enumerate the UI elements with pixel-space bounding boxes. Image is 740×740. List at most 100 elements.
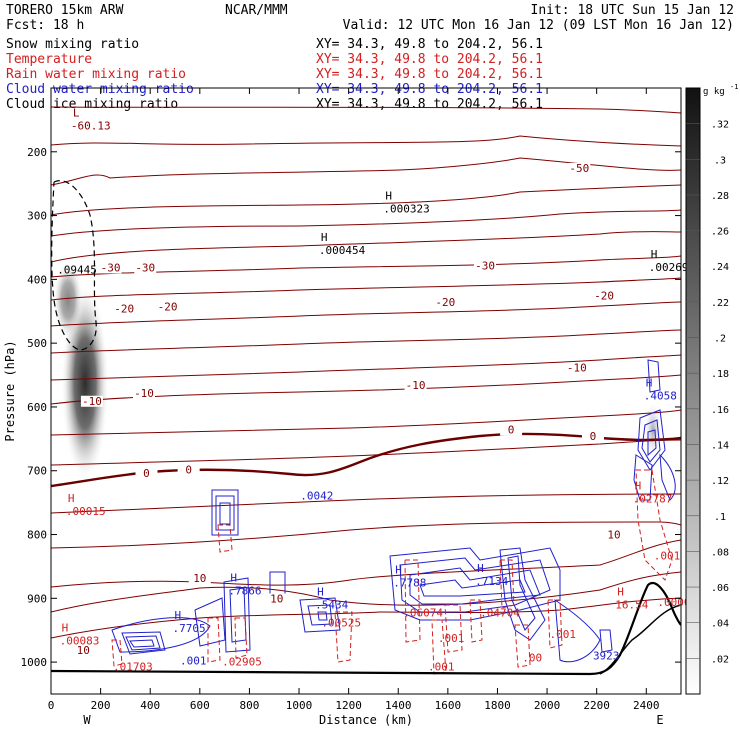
colorbar-tick-label: .2: [714, 334, 726, 345]
temperature-label: -20: [158, 300, 178, 313]
x-tick-label: 1600: [435, 699, 462, 712]
colorbar-tick-label: .3: [714, 155, 726, 166]
legend-field-name: Cloud ice mixing ratio: [6, 97, 178, 112]
y-tick-label: 400: [27, 273, 47, 286]
temperature-label: -30: [101, 261, 121, 274]
x-tick-label: 2400: [633, 699, 660, 712]
y-axis-label: Pressure (hPa): [3, 340, 17, 441]
y-tick-label: 500: [27, 337, 47, 350]
extremum-value: .0042: [300, 490, 333, 503]
extremum-value: .001: [180, 655, 207, 668]
legend-field-xy: XY= 34.3, 49.8 to 204.2, 56.1: [316, 52, 543, 67]
extremum-marker: H: [230, 572, 237, 585]
isotherm: [51, 209, 681, 237]
temperature-label-bg: [568, 162, 591, 174]
extremum-value: .06074: [403, 606, 443, 619]
extremum-marker: H: [62, 621, 69, 634]
colorbar: .32 .3 .28 .26 .24 .22 .2 .18 .16 .14 .12 .1 .08 .06.…: [685, 83, 738, 695]
x-tick-label: 0: [48, 699, 55, 712]
temperature-contours: [51, 106, 681, 466]
temperature-label-bg: [133, 388, 156, 400]
extremum-value: .001: [438, 632, 465, 645]
temperature-label: -20: [435, 296, 455, 309]
legend-field-name: Snow mixing ratio: [6, 37, 139, 52]
temperature-label-bg: [593, 290, 616, 302]
temperature-label: 0: [590, 430, 597, 443]
east-label: E: [656, 713, 663, 727]
x-tick-label: 1800: [484, 699, 511, 712]
valid-time: Valid: 12 UTC Mon 16 Jan 12 (09 LST Mon …: [343, 18, 734, 33]
forecast-hour: Fcst: 18 h: [6, 18, 84, 33]
isotherm-10: [51, 571, 681, 613]
temperature-label: -10: [567, 362, 587, 375]
extremum-value: .09445: [57, 264, 97, 277]
extremum-value: .7866: [228, 585, 261, 598]
isotherm: [51, 277, 681, 301]
chart-axes: 0 200 400 600 800 1000 1200 1400 1600 1800 2000 220…: [3, 88, 681, 727]
y-tick-label: 900: [27, 592, 47, 605]
temperature-label: 10: [270, 593, 283, 606]
x-axis-label: Distance (km): [319, 713, 413, 727]
extremum-value: .00015: [66, 505, 106, 518]
y-tick-label: 600: [27, 401, 47, 414]
isotherm-minus50: [51, 184, 681, 216]
extremum-value: .7788: [393, 576, 426, 589]
x-tick-label: 600: [190, 699, 210, 712]
extremum-value: 3923: [593, 650, 620, 663]
x-tick-label: 400: [140, 699, 160, 712]
temperature-label: 10: [193, 572, 206, 585]
colorbar-tick-label: .32: [711, 120, 729, 131]
temperature-label-bg: [565, 362, 588, 374]
isotherm: [51, 409, 681, 436]
temperature-label: 0: [185, 464, 192, 477]
temperature-label-bg: [474, 260, 497, 272]
x-tick-label: 200: [91, 699, 111, 712]
extremum-marker: H: [317, 586, 324, 599]
temperature-label: 10: [77, 644, 90, 657]
legend-field-name: Temperature: [6, 52, 92, 67]
isotherm-minus20: [51, 301, 681, 327]
legend-field-xy: XY= 34.3, 49.8 to 204.2, 56.1: [316, 97, 543, 112]
west-label: W: [83, 713, 91, 727]
temperature-label: -10: [82, 395, 102, 408]
temperature-label-bg: [581, 430, 604, 442]
temperature-label-bg: [113, 303, 136, 315]
temperature-label: 10: [607, 529, 620, 542]
extremum-value: .7134: [475, 575, 508, 588]
x-tick-label: 800: [239, 699, 259, 712]
extremum-marker: L: [73, 107, 80, 120]
temperature-label: -50: [569, 162, 589, 175]
extremum-marker: H: [395, 563, 402, 576]
temperature-label: -30: [135, 261, 155, 274]
snow-shading-upper: [53, 260, 83, 340]
temperature-label-bg: [188, 573, 211, 585]
temperature-label: -20: [114, 302, 134, 315]
colorbar-tick-label: .12: [711, 476, 729, 487]
temperature-label-bg: [603, 529, 626, 541]
legend-field-xy: XY= 34.3, 49.8 to 204.2, 56.1: [316, 82, 543, 97]
center-label: NCAR/MMM: [225, 3, 288, 18]
colorbar-tick-label: .22: [711, 298, 729, 309]
cloud-water-contours: [111, 359, 676, 663]
extremum-value: .00525: [321, 616, 361, 629]
legend-field-xy: XY= 34.3, 49.8 to 204.2, 56.1: [316, 37, 543, 52]
terrain-line-lower: [599, 604, 681, 675]
rain-contours: [111, 469, 673, 675]
extremum-marker: H: [175, 609, 182, 622]
temperature-label: -30: [475, 260, 495, 273]
snow-contour: [51, 180, 97, 351]
isotherm: [51, 439, 681, 466]
plot-frame: [50, 87, 682, 695]
colorbar-tick-label: .28: [711, 191, 729, 202]
isotherm: [51, 329, 681, 354]
extremum-value: .04704: [480, 606, 520, 619]
extremum-value: .001: [654, 549, 681, 562]
colorbar-tick-label: .14: [711, 440, 729, 451]
extremum-value: .001: [550, 628, 577, 641]
isotherm: [51, 231, 681, 263]
colorbar-tick-label: .02: [711, 654, 729, 665]
colorbar-tick-label: .08: [711, 547, 729, 558]
temperature-label: 0: [508, 423, 515, 436]
temperature-label-bg: [177, 464, 200, 476]
